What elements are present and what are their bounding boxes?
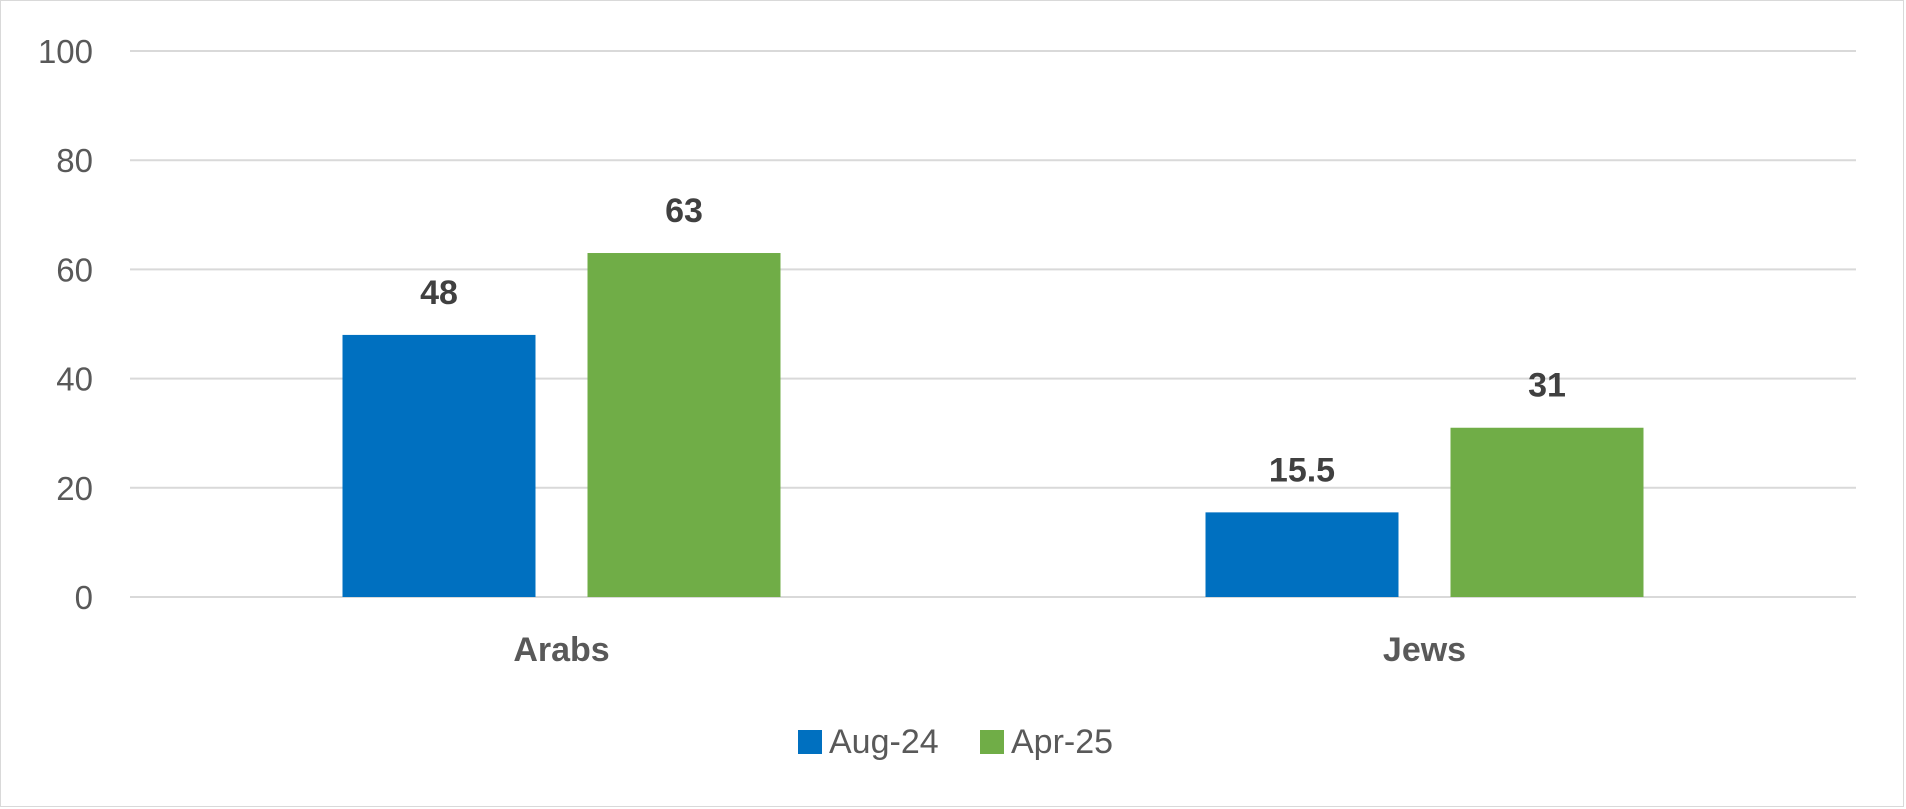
- bars: [342, 253, 1644, 597]
- data-label: 63: [665, 192, 703, 230]
- legend-swatch: [798, 730, 822, 754]
- legend-swatch: [980, 730, 1004, 754]
- y-axis-ticks: 0 20 40 60 80 100: [38, 33, 93, 616]
- y-tick-label: 100: [38, 33, 93, 70]
- x-tick-label: Arabs: [513, 631, 609, 669]
- y-tick-label: 40: [56, 361, 93, 398]
- y-tick-label: 20: [56, 470, 93, 507]
- data-label: 15.5: [1269, 451, 1335, 489]
- bar-arabs-aug-24: [342, 334, 536, 597]
- data-labels: 48 63 15.5 31: [420, 192, 1566, 489]
- legend: Aug-24 Apr-25: [798, 723, 1113, 761]
- y-tick-label: 60: [56, 251, 93, 288]
- x-tick-label: Jews: [1383, 631, 1466, 669]
- bar-jews-apr-25: [1450, 427, 1644, 597]
- legend-label: Aug-24: [829, 723, 939, 761]
- data-label: 48: [420, 274, 458, 312]
- legend-label: Apr-25: [1011, 723, 1113, 761]
- y-tick-label: 0: [75, 579, 93, 616]
- bar-arabs-apr-25: [587, 253, 781, 597]
- x-axis-ticks: Arabs Jews: [513, 631, 1466, 669]
- bar-jews-aug-24: [1205, 512, 1399, 597]
- data-label: 31: [1528, 367, 1566, 405]
- y-tick-label: 80: [56, 142, 93, 179]
